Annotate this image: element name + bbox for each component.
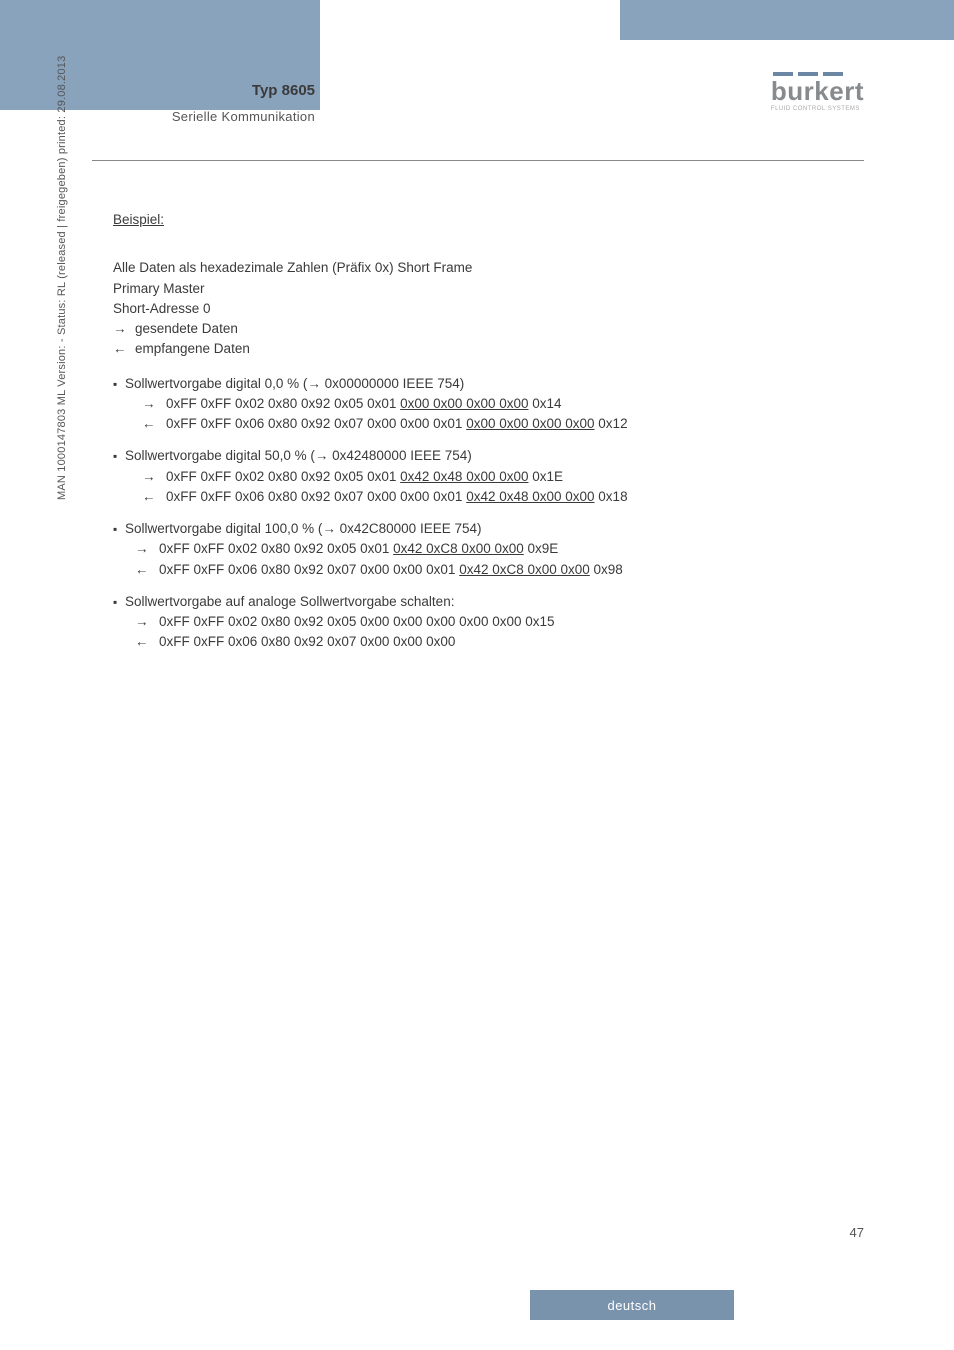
arrow-left-icon: ← xyxy=(135,632,151,652)
header-title-block: Typ 8605 Serielle Kommunikation xyxy=(55,82,315,124)
sent-hex: 0xFF 0xFF 0x02 0x80 0x92 0x05 0x01 0x42 … xyxy=(166,467,563,487)
header-bar-right xyxy=(620,0,954,40)
arrow-right-icon: → xyxy=(113,319,129,339)
sent-hex: 0xFF 0xFF 0x02 0x80 0x92 0x05 0x01 0x42 … xyxy=(159,539,558,559)
recv-hex: 0xFF 0xFF 0x06 0x80 0x92 0x07 0x00 0x00 … xyxy=(159,560,623,580)
logo: burkert FLUID CONTROL SYSTEMS xyxy=(771,72,864,112)
arrow-left-icon: ← xyxy=(135,560,151,580)
sent-hex: 0xFF 0xFF 0x02 0x80 0x92 0x05 0x01 0x00 … xyxy=(166,394,562,414)
arrow-right-icon: → xyxy=(135,539,151,559)
bullet-icon: ▪ xyxy=(113,593,125,611)
footer-language: deutsch xyxy=(530,1290,734,1320)
example-block: ▪Sollwertvorgabe digital 100,0 % (→ 0x42… xyxy=(113,519,833,580)
arrow-right-icon: → xyxy=(135,612,151,632)
intro-block: Alle Daten als hexadezimale Zahlen (Präf… xyxy=(113,258,833,359)
bullet-icon: ▪ xyxy=(113,375,125,393)
example-title: Sollwertvorgabe digital 50,0 % (→ 0x4248… xyxy=(125,446,472,466)
bullet-icon: ▪ xyxy=(113,447,125,465)
example-title: Sollwertvorgabe digital 100,0 % (→ 0x42C… xyxy=(125,519,481,539)
logo-tagline: FLUID CONTROL SYSTEMS xyxy=(771,106,864,112)
legend-sent-text: gesendete Daten xyxy=(135,319,238,339)
legend-recv: ← empfangene Daten xyxy=(113,339,833,359)
recv-hex: 0xFF 0xFF 0x06 0x80 0x92 0x07 0x00 0x00 … xyxy=(166,487,628,507)
analog-sent-hex: 0xFF 0xFF 0x02 0x80 0x92 0x05 0x00 0x00 … xyxy=(159,612,555,632)
example-title-line: ▪Sollwertvorgabe digital 100,0 % (→ 0x42… xyxy=(113,519,833,539)
example-recv: ← 0xFF 0xFF 0x06 0x80 0x92 0x07 0x00 0x00… xyxy=(135,414,833,434)
analog-sent: → 0xFF 0xFF 0x02 0x80 0x92 0x05 0x00 0x0… xyxy=(135,612,833,632)
analog-title-line: ▪ Sollwertvorgabe auf analoge Sollwertvo… xyxy=(113,592,833,612)
legend-recv-text: empfangene Daten xyxy=(135,339,250,359)
sidebar-doc-info: MAN 1000147803 ML Version: - Status: RL … xyxy=(56,56,68,500)
logo-text: burkert xyxy=(771,78,864,104)
example-block: ▪Sollwertvorgabe digital 50,0 % (→ 0x424… xyxy=(113,446,833,507)
recv-hex: 0xFF 0xFF 0x06 0x80 0x92 0x07 0x00 0x00 … xyxy=(166,414,628,434)
analog-recv: ← 0xFF 0xFF 0x06 0x80 0x92 0x07 0x00 0x0… xyxy=(135,632,833,652)
bullet-icon: ▪ xyxy=(113,520,125,538)
example-title-line: ▪Sollwertvorgabe digital 50,0 % (→ 0x424… xyxy=(113,446,833,466)
arrow-left-icon: ← xyxy=(142,414,158,434)
intro-line: Alle Daten als hexadezimale Zahlen (Präf… xyxy=(113,258,833,278)
example-sent: → 0xFF 0xFF 0x02 0x80 0x92 0x05 0x01 0x00… xyxy=(135,394,833,414)
example-recv: ← 0xFF 0xFF 0x06 0x80 0x92 0x07 0x00 0x00… xyxy=(135,487,833,507)
legend-sent: → gesendete Daten xyxy=(113,319,833,339)
arrow-left-icon: ← xyxy=(113,339,129,359)
intro-line: Primary Master xyxy=(113,279,833,299)
arrow-right-icon: → xyxy=(142,394,158,414)
example-block: ▪Sollwertvorgabe digital 0,0 % (→ 0x0000… xyxy=(113,374,833,435)
arrow-left-icon: ← xyxy=(142,487,158,507)
example-title-line: ▪Sollwertvorgabe digital 0,0 % (→ 0x0000… xyxy=(113,374,833,394)
subtitle: Serielle Kommunikation xyxy=(55,109,315,124)
type-title: Typ 8605 xyxy=(55,82,315,99)
content: Beispiel: Alle Daten als hexadezimale Za… xyxy=(113,210,833,653)
example-recv: ← 0xFF 0xFF 0x06 0x80 0x92 0x07 0x00 0x00… xyxy=(135,560,833,580)
example-heading: Beispiel: xyxy=(113,210,833,230)
example-sent: → 0xFF 0xFF 0x02 0x80 0x92 0x05 0x01 0x42… xyxy=(135,467,833,487)
analog-recv-hex: 0xFF 0xFF 0x06 0x80 0x92 0x07 0x00 0x00 … xyxy=(159,632,455,652)
example-title: Sollwertvorgabe digital 0,0 % (→ 0x00000… xyxy=(125,374,464,394)
analog-title: Sollwertvorgabe auf analoge Sollwertvorg… xyxy=(125,592,454,612)
arrow-right-icon: → xyxy=(142,467,158,487)
analog-block: ▪ Sollwertvorgabe auf analoge Sollwertvo… xyxy=(113,592,833,653)
example-sent: → 0xFF 0xFF 0x02 0x80 0x92 0x05 0x01 0x42… xyxy=(135,539,833,559)
page-number: 47 xyxy=(850,1225,864,1240)
intro-line: Short-Adresse 0 xyxy=(113,299,833,319)
header-rule xyxy=(92,160,864,161)
